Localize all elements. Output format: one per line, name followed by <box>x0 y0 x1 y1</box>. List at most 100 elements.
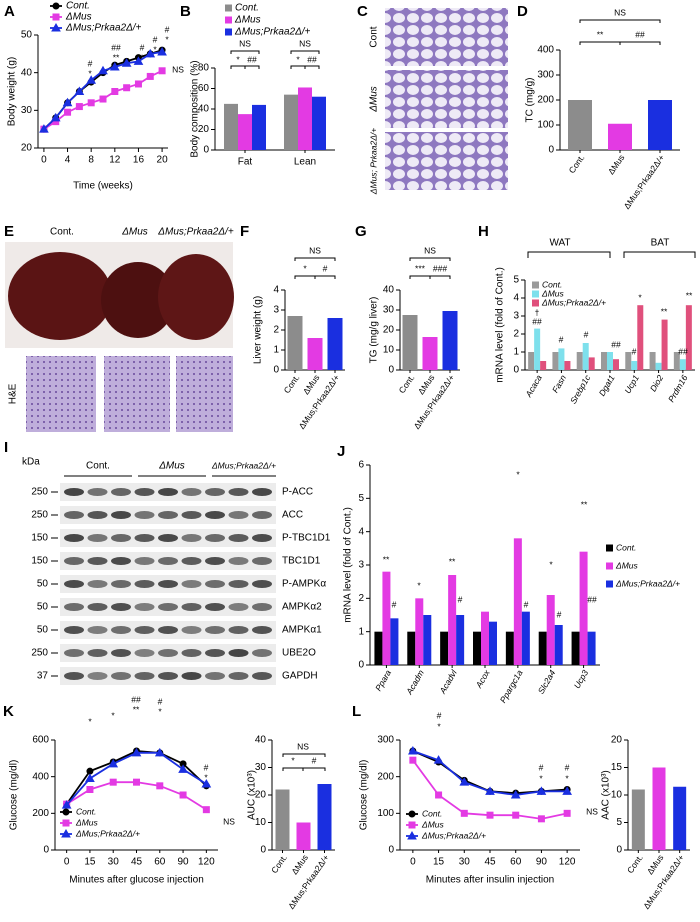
point <box>75 103 83 111</box>
legend-marker <box>52 2 60 10</box>
legend-marker <box>408 821 416 829</box>
x-axis-label: Minutes after glucose injection <box>69 875 204 886</box>
bar <box>481 611 489 665</box>
blot-band <box>205 626 225 634</box>
x-tick-label: 60 <box>154 857 166 868</box>
y-tick-label: 2 <box>273 325 279 336</box>
bar <box>631 361 638 370</box>
bracket <box>579 19 661 23</box>
legend-label: ΔMus;Prkaa2Δ/+ <box>615 578 680 588</box>
y-tick-label: 80 <box>198 63 210 74</box>
blot-band <box>111 534 131 542</box>
y-tick-label: 20 <box>383 325 395 336</box>
y-axis-label: Body composition (%) <box>190 60 201 157</box>
point <box>179 791 187 799</box>
y-axis-label: mRNA level (fold of Cont.) <box>495 267 506 383</box>
histology <box>176 356 233 432</box>
annotation: *** <box>415 263 426 273</box>
blot-band <box>64 626 84 634</box>
point <box>146 72 154 80</box>
legend-label: ΔMus;Prkaa2Δ/+ <box>541 297 606 307</box>
annotation: # <box>312 755 317 765</box>
y-axis-label: AUC (x10³) <box>247 770 258 820</box>
point <box>158 67 166 75</box>
legend-label: ΔMus <box>75 817 99 827</box>
image-label: ΔMus;Prkaa2Δ/+ <box>157 227 234 238</box>
blot-band <box>205 580 225 588</box>
y-axis-label: Glucose (mg/dl) <box>9 760 20 831</box>
blot-band <box>158 580 178 588</box>
bar <box>673 786 687 850</box>
blot-band <box>134 511 155 519</box>
annotation: * <box>437 721 441 731</box>
bar <box>540 361 547 370</box>
x-tick-label: 12 <box>109 155 121 166</box>
bar <box>673 352 680 370</box>
annotation: # <box>437 710 442 720</box>
annotation: ** <box>661 306 668 316</box>
point <box>121 58 132 67</box>
blot-band <box>228 649 249 657</box>
bar <box>538 631 547 665</box>
blot-band <box>87 557 108 565</box>
blot-band <box>87 672 108 680</box>
image-label: Cont <box>369 26 380 47</box>
point <box>108 758 119 768</box>
blot-band <box>205 511 225 519</box>
annotation: # <box>140 42 145 52</box>
group-label: BAT <box>651 238 670 249</box>
marker-label: 50 <box>37 579 49 590</box>
y-tick-label: 0 <box>203 145 209 156</box>
y-tick-label: 200 <box>537 95 554 106</box>
y-tick-label: 10 <box>611 790 623 801</box>
marker-label: 37 <box>37 671 49 682</box>
legend-label: ΔMus;Prkaa2Δ/+ <box>421 830 486 840</box>
annotation: * <box>516 469 520 479</box>
y-tick-label: 15 <box>611 762 623 773</box>
bar <box>613 359 619 370</box>
bar <box>661 319 668 370</box>
marker-label: 150 <box>31 556 48 567</box>
lane-group-label: ΔMus;Prkaa2Δ/+ <box>211 460 276 470</box>
x-tick-label: 45 <box>131 857 143 868</box>
y-tick-label: 100 <box>377 808 394 819</box>
bar <box>415 598 424 665</box>
y-tick-label: 400 <box>537 45 554 56</box>
bar <box>505 631 514 665</box>
blot-band <box>158 488 178 496</box>
blot-band <box>252 649 272 657</box>
legend-swatch <box>606 580 613 588</box>
legend-marker <box>407 830 417 840</box>
y-tick-label: 4 <box>513 293 519 304</box>
marker-label: 150 <box>31 533 48 544</box>
y-tick-label: 1 <box>513 347 519 358</box>
bar <box>576 352 583 370</box>
x-tick-label: 120 <box>559 857 576 868</box>
blot-band <box>205 649 225 657</box>
x-tick-label: 60 <box>510 857 522 868</box>
blot-band <box>111 511 131 519</box>
y-tick-label: 4 <box>273 285 279 296</box>
annotation: NS <box>614 7 626 17</box>
legend-marker <box>62 819 70 827</box>
annotation: * <box>88 716 92 726</box>
y-axis-label: TG (mg/g liver) <box>369 297 380 364</box>
annotation: * <box>638 292 642 302</box>
micrograph <box>385 8 508 66</box>
legend-swatch <box>532 281 539 289</box>
legend-swatch <box>532 290 539 298</box>
x-tick-label: 0 <box>41 155 47 166</box>
legend-label: ΔMus;Prkaa2Δ/+ <box>65 23 142 34</box>
x-tick-label: 16 <box>133 155 145 166</box>
blot-band <box>158 511 178 519</box>
legend-swatch <box>606 562 613 570</box>
blot-band <box>87 626 108 634</box>
y-axis-label: TC (mg/g) <box>525 78 536 123</box>
x-tick-label: 20 <box>157 155 169 166</box>
y-tick-label: 300 <box>537 70 554 81</box>
y-tick-label: 5 <box>616 817 622 828</box>
annotation: * <box>417 580 421 590</box>
blot-band <box>64 511 84 519</box>
blot-band <box>158 557 178 565</box>
annotation: # <box>565 762 570 772</box>
